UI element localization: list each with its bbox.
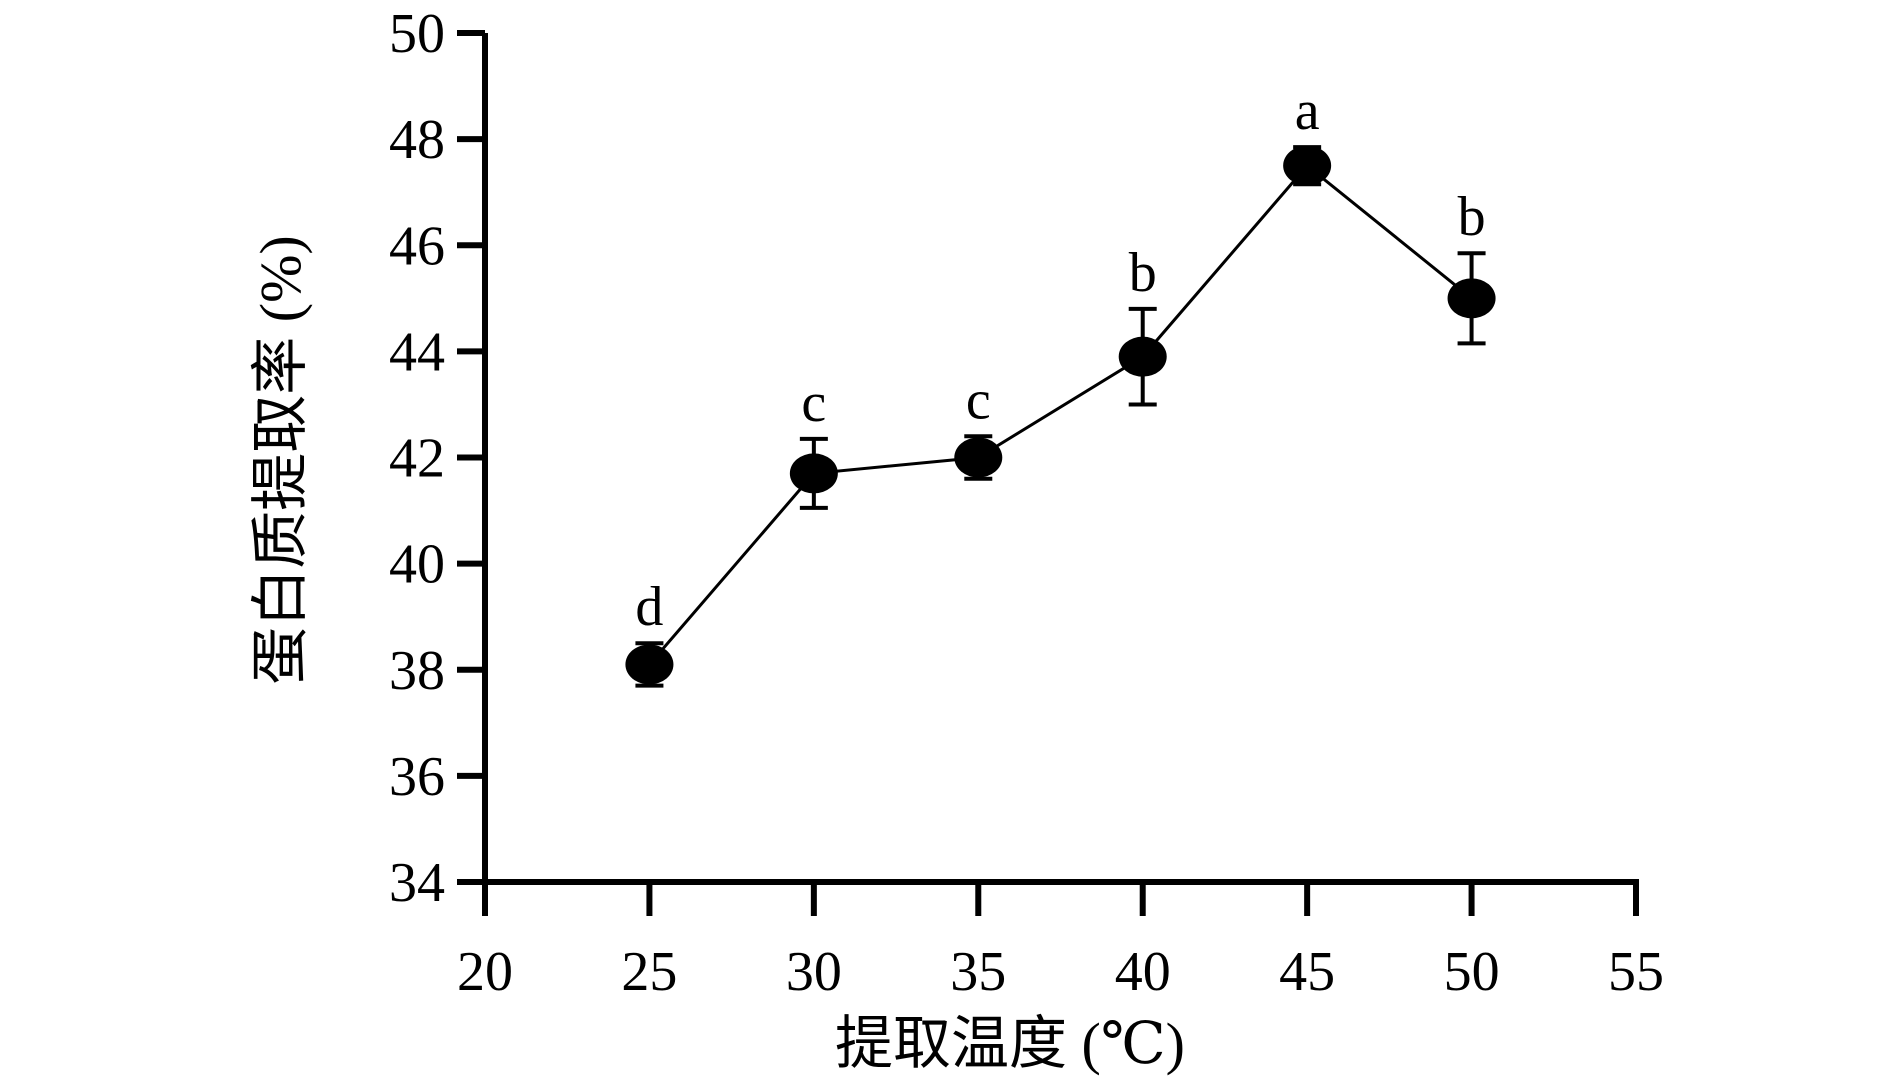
x-tick-label: 30 [786,941,842,1003]
y-tick-label: 44 [389,321,445,383]
series-group: d c c b a b [625,80,1496,688]
significance-label: a [1295,80,1320,142]
axes [482,33,1639,916]
x-tick-label: 20 [457,941,513,1003]
y-tick-label: 38 [389,640,445,702]
x-tick-label: 55 [1608,941,1664,1003]
significance-label: b [1458,186,1486,248]
y-tick-label: 50 [389,3,445,65]
y-tick-label: 34 [389,852,445,914]
x-axis-ticks: 20 25 30 35 40 45 50 55 [457,882,1664,1003]
data-point [1118,336,1167,377]
x-tick-label: 45 [1279,941,1335,1003]
y-tick-label: 46 [389,215,445,277]
x-tick-label: 25 [621,941,677,1003]
significance-label: d [635,576,663,638]
y-axis-ticks: 34 36 38 40 42 44 46 48 50 [389,3,485,914]
y-tick-label: 42 [389,428,445,490]
data-point [789,453,838,494]
x-axis-title: 提取温度 (℃) [835,1011,1185,1076]
y-tick-label: 40 [389,534,445,596]
y-tick-label: 36 [389,746,445,808]
x-tick-label: 35 [950,941,1006,1003]
y-tick-label: 48 [389,109,445,171]
significance-label: b [1129,242,1157,304]
x-tick-label: 50 [1444,941,1500,1003]
x-tick-label: 40 [1115,941,1171,1003]
y-axis-title: 蛋白质提取率 (%) [248,235,313,684]
series-line [648,163,1473,666]
data-point [625,644,674,685]
significance-label: c [801,372,826,434]
data-point [1447,278,1496,319]
significance-label: c [966,369,991,431]
data-point [1283,145,1332,186]
data-point [954,437,1003,478]
